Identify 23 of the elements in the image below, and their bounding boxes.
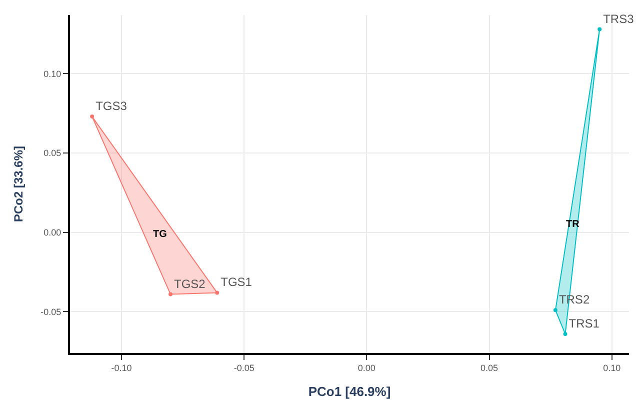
x-tick-label: 0.00: [358, 362, 376, 373]
point: [563, 332, 568, 336]
y-tick-label: 0.05: [44, 148, 62, 158]
data-label: TGS3: [96, 99, 128, 114]
data-label: TGS1: [220, 275, 252, 290]
x-axis-title: PCo1 [46.9%]: [308, 384, 391, 399]
data-label: TRS3: [603, 12, 634, 26]
data-label: TGS2: [174, 276, 206, 291]
x-tick-label: -0.05: [234, 362, 254, 373]
x-tick-label: 0.10: [603, 362, 621, 373]
point: [215, 290, 220, 295]
y-tick-label: 0.00: [44, 228, 62, 238]
point: [90, 114, 94, 119]
x-tick-label: -0.10: [111, 362, 132, 373]
point: [168, 292, 173, 296]
y-axis-title: PCo2 [33.6%]: [11, 146, 26, 222]
point: [553, 308, 558, 312]
data-label: TRS1: [568, 316, 600, 330]
series-label: TG: [153, 229, 168, 240]
x-tick-label: 0.05: [480, 362, 498, 373]
point: [598, 27, 602, 32]
y-tick-label: -0.05: [40, 306, 62, 317]
y-tick-label: 0.10: [44, 68, 62, 79]
